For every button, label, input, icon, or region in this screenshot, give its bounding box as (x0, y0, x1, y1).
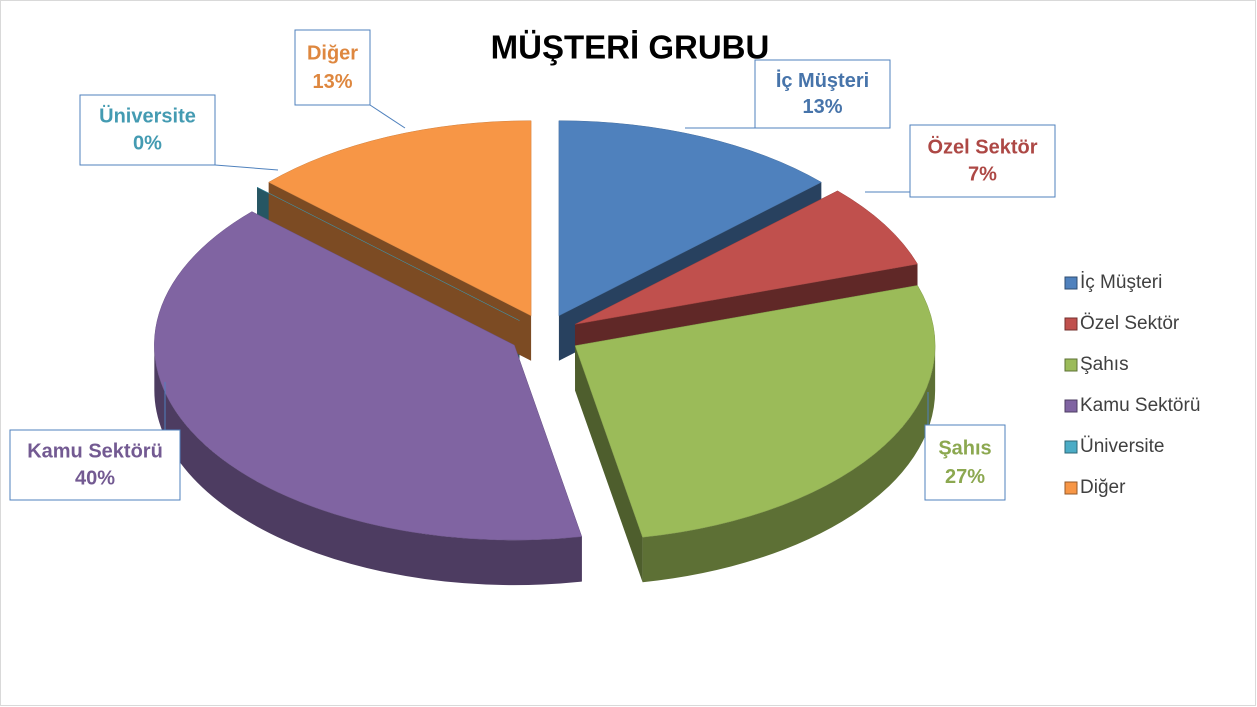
data-label-value: 0% (133, 132, 162, 154)
pie-slice (154, 211, 583, 541)
legend-swatch (1064, 440, 1078, 454)
legend-swatch (1064, 399, 1078, 413)
legend-label: Özel Sektör (1080, 313, 1180, 334)
leader-line (369, 104, 406, 129)
slice-rim (154, 345, 582, 586)
data-label-name: Şahıs (938, 437, 991, 459)
slice-wall (575, 345, 643, 583)
data-label-value: 13% (312, 71, 352, 93)
legend-label: Kamu Sektörü (1080, 395, 1200, 416)
data-label-name: İç Müşteri (776, 69, 869, 92)
label-box (9, 429, 181, 501)
chart-title: MÜŞTERİ GRUBU (491, 29, 770, 66)
leader-line (214, 164, 279, 171)
label-box (909, 124, 1056, 198)
legend-label: İç Müşteri (1080, 272, 1162, 293)
pie-slice (575, 190, 918, 325)
pie-slice (574, 285, 936, 538)
slice-wall (268, 182, 532, 361)
pie-slice (558, 120, 822, 317)
data-label-value: 40% (75, 467, 115, 489)
legend-label: Şahıs (1080, 354, 1129, 375)
legend: İç Müşteri Özel Sektör Şahıs Kamu Sektörü Ün… (1064, 272, 1200, 498)
legend-label: Diğer (1080, 477, 1126, 498)
label-box (294, 29, 371, 106)
legend-label: Üniversite (1080, 436, 1164, 457)
legend-swatch (1064, 481, 1078, 495)
slice-rim (642, 345, 936, 583)
data-label-value: 7% (968, 164, 997, 186)
data-label-name: Üniversite (99, 105, 196, 128)
data-label-name: Özel Sektör (927, 135, 1037, 158)
label-box (79, 94, 216, 166)
legend-swatch (1064, 276, 1078, 290)
pie-slice (268, 120, 532, 317)
data-label-name: Diğer (307, 42, 358, 64)
data-labels: İç Müşteri 13% Özel Sektör 7% Şahıs 27% Kamu S… (9, 29, 1056, 501)
label-box (924, 424, 1006, 501)
data-label-value: 27% (945, 466, 985, 488)
data-label-name: Kamu Sektörü (27, 441, 163, 463)
data-label-value: 13% (802, 96, 842, 118)
slice-tops (154, 120, 936, 541)
legend-swatch (1064, 358, 1078, 372)
label-box (754, 59, 891, 129)
legend-swatch (1064, 317, 1078, 331)
